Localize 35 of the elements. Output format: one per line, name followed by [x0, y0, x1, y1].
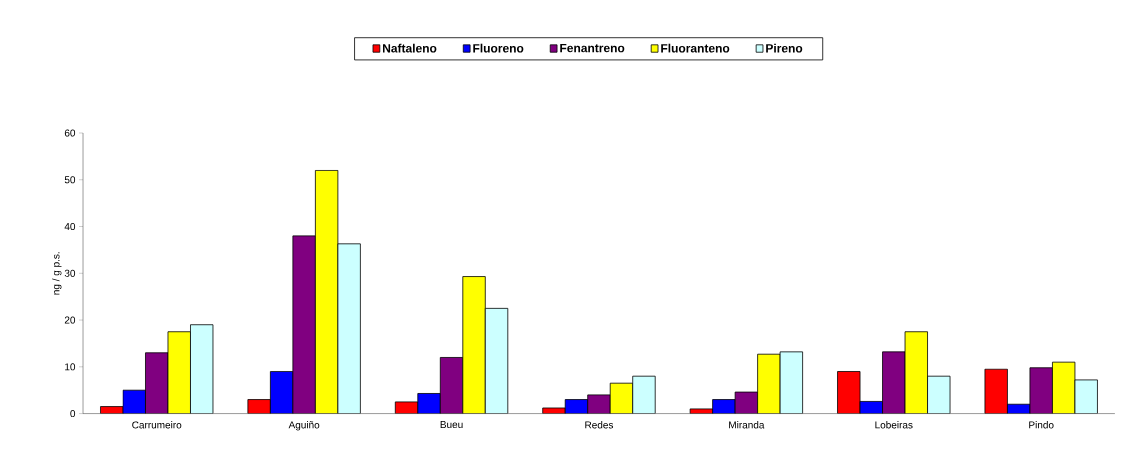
bar: [417, 393, 441, 414]
x-tick-label: Bueu: [440, 421, 463, 429]
bar: [292, 235, 316, 414]
bar: [145, 352, 169, 414]
x-tick-label: Carrumeiro: [132, 421, 182, 429]
x-tick-label: Miranda: [729, 421, 765, 429]
y-tick-label: 50: [64, 176, 76, 184]
y-tick-label: 20: [64, 316, 76, 324]
bar: [757, 353, 781, 414]
y-tick-label: 10: [65, 363, 76, 371]
x-tick-label: Aguiño: [288, 421, 320, 431]
bar: [837, 371, 861, 414]
bar: [1029, 367, 1053, 414]
x-tick-label: Pindo: [1029, 421, 1054, 429]
bar: [1052, 361, 1076, 414]
y-axis-title: ng / g p.s.: [52, 252, 62, 295]
bar: [439, 357, 464, 414]
x-tick-label: Lobeiras: [875, 421, 913, 429]
bar: [882, 351, 906, 414]
y-tick-label: 60: [64, 129, 76, 137]
y-tick-label: 30: [64, 269, 76, 277]
x-tick-label: Redes: [585, 421, 614, 429]
bar: [462, 276, 486, 414]
bar: [984, 368, 1008, 414]
legend-label: Fluoranteno: [661, 43, 730, 53]
legend-label: Fluoreno: [473, 43, 524, 53]
legend-label: Pireno: [766, 43, 803, 53]
y-tick-label: 0: [70, 410, 76, 418]
y-tick-label: 40: [64, 222, 76, 231]
legend-label: Fenantreno: [560, 43, 625, 53]
legend-label: Naftaleno: [383, 43, 437, 53]
bar: [904, 331, 928, 414]
bar: [167, 331, 191, 414]
bar: [269, 371, 294, 414]
bar: [314, 170, 339, 414]
